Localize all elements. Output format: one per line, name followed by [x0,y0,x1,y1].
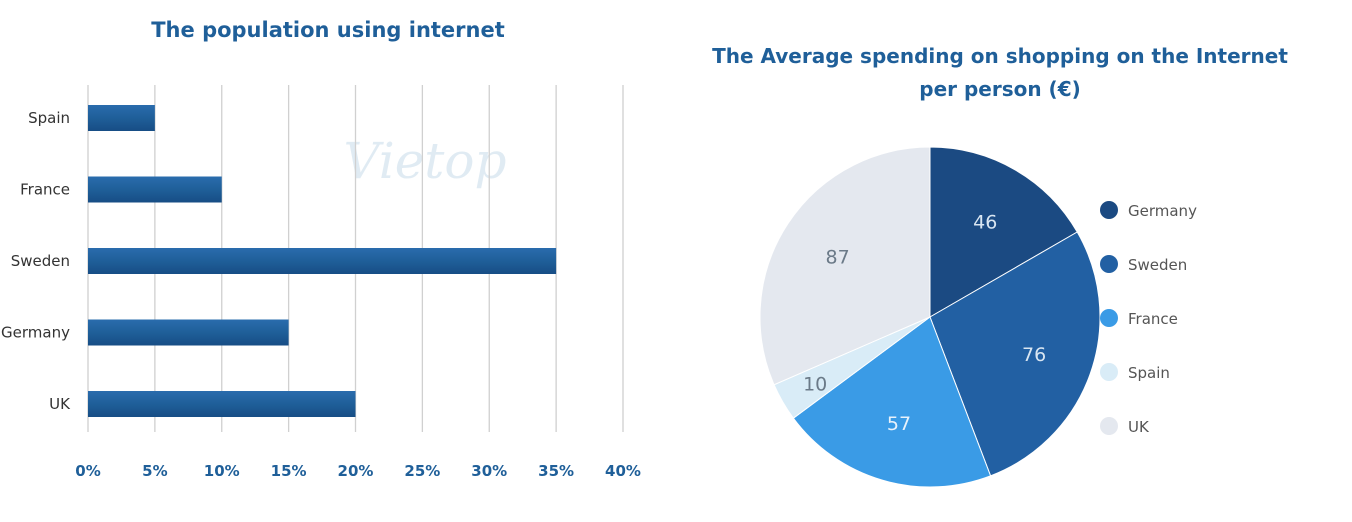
slice-label-germany: 46 [973,211,997,233]
slice-label-spain: 10 [803,373,827,395]
legend-swatch-sweden [1100,255,1118,273]
slice-germany [929,146,1078,318]
slice-sweden [929,231,1101,477]
watermark-text: Vietop [343,132,506,190]
slice-label-uk: 87 [826,246,850,268]
bar-chart-category-labels: Spain France Sweden Germany UK [1,109,71,413]
pie-slice-labels: 46 76 57 10 87 [803,211,1046,435]
bar-chart-tick-labels: 0% 5% 10% 15% 20% 25% 30% 35% 40% [75,462,641,480]
slice-france [792,316,992,488]
bar-uk [88,391,356,417]
legend-label-uk: UK [1128,418,1150,436]
tick-label-40: 40% [605,462,641,480]
category-label-france: France [20,181,70,199]
bar-chart-bars [88,105,557,417]
legend-swatch-germany [1100,201,1118,219]
category-label-sweden: Sweden [11,252,70,270]
pie-chart-title-line-1: The Average spending on shopping on the … [712,44,1288,68]
pie-chart: The Average spending on shopping on the … [712,44,1288,488]
tick-label-0: 0% [75,462,100,480]
category-label-spain: Spain [28,109,70,127]
legend-label-germany: Germany [1128,202,1197,220]
bar-chart: The population using internet Vietop Spa… [1,18,641,480]
slice-label-sweden: 76 [1022,344,1046,366]
pie-chart-title-line-2: per person (€) [919,77,1081,101]
bar-spain [88,105,155,131]
tick-label-20: 20% [338,462,374,480]
bar-sweden [88,248,557,274]
legend-swatch-france [1100,309,1118,327]
pie-slices [759,146,1101,488]
bar-france [88,176,222,203]
tick-label-5: 5% [142,462,167,480]
tick-label-30: 30% [471,462,507,480]
tick-label-35: 35% [538,462,574,480]
legend-label-sweden: Sweden [1128,256,1187,274]
bar-germany [88,319,289,346]
slice-label-france: 57 [887,413,911,435]
tick-label-15: 15% [271,462,307,480]
bar-chart-title: The population using internet [151,18,505,42]
tick-label-25: 25% [404,462,440,480]
category-label-germany: Germany [1,324,70,342]
pie-legend: Germany Sweden France Spain UK [1100,201,1197,436]
legend-label-spain: Spain [1128,364,1170,382]
slice-uk [759,146,931,386]
legend-swatch-uk [1100,417,1118,435]
legend-swatch-spain [1100,363,1118,381]
legend-label-france: France [1128,310,1178,328]
category-label-uk: UK [49,395,71,413]
tick-label-10: 10% [204,462,240,480]
